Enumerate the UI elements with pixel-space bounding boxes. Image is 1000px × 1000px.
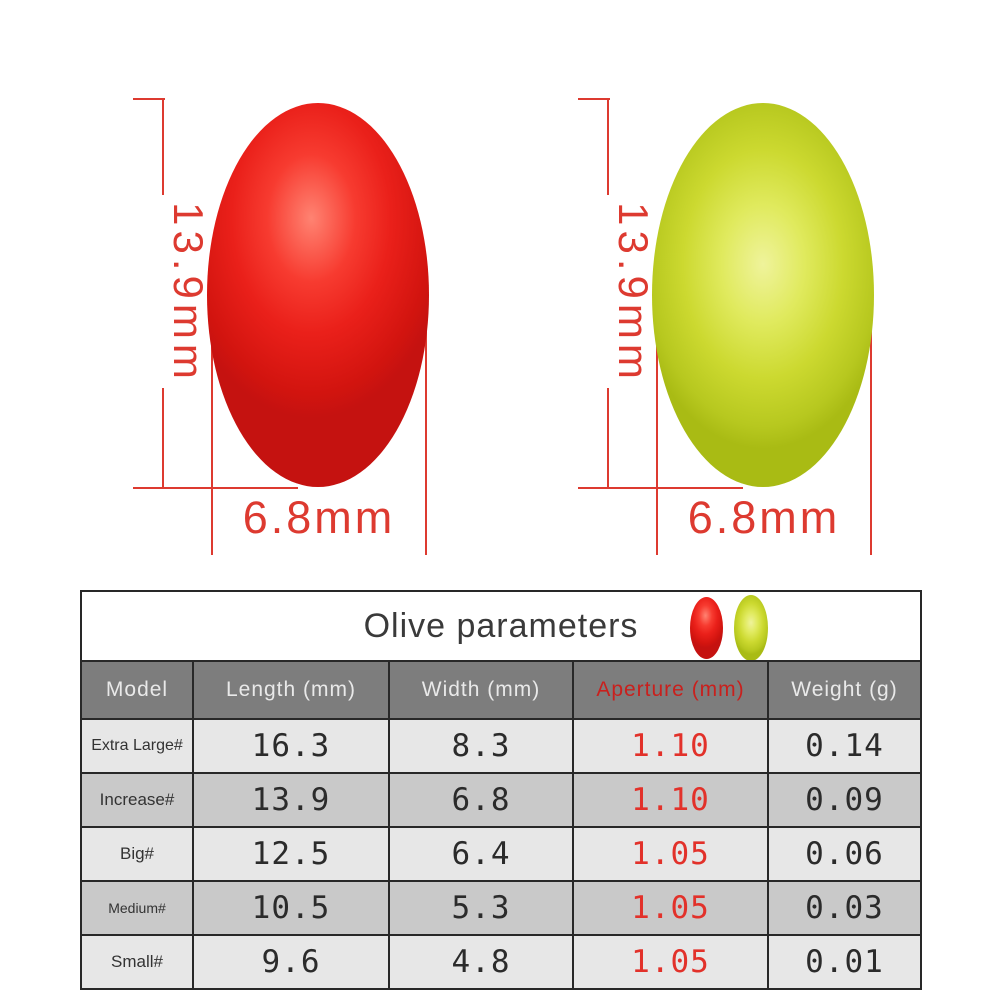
aperture-cell: 1.05 bbox=[572, 826, 769, 882]
model-cell: Big# bbox=[80, 826, 194, 882]
model-cell: Increase# bbox=[80, 772, 194, 828]
aperture-cell: 1.05 bbox=[572, 880, 769, 936]
aperture-cell: 1.10 bbox=[572, 718, 769, 774]
height-dimension-line-lower bbox=[162, 388, 164, 487]
height-dimension-top-tick bbox=[133, 98, 165, 100]
width-extension-line-left bbox=[656, 308, 658, 555]
width-cell: 5.3 bbox=[388, 880, 574, 936]
width-dimension-label: 6.8mm bbox=[242, 492, 396, 543]
width-dimension-label: 6.8mm bbox=[687, 492, 841, 543]
parameters-table: Olive parameters Model Length (mm) Width… bbox=[80, 590, 922, 990]
weight-cell: 0.06 bbox=[767, 826, 922, 882]
weight-cell: 0.03 bbox=[767, 880, 922, 936]
yellow-olive-float bbox=[652, 103, 874, 487]
width-cell: 6.4 bbox=[388, 826, 574, 882]
table-row: Medium# 10.5 5.3 1.05 0.03 bbox=[80, 880, 922, 936]
red-olive-float bbox=[207, 103, 429, 487]
red-bead-figure: 13.9mm 6.8mm bbox=[130, 95, 450, 565]
table-title-cell: Olive parameters bbox=[80, 590, 922, 662]
width-cell: 6.8 bbox=[388, 772, 574, 828]
header-aperture: Aperture (mm) bbox=[572, 660, 769, 720]
weight-cell: 0.01 bbox=[767, 934, 922, 990]
width-extension-line-right bbox=[425, 308, 427, 555]
red-bead-icon bbox=[690, 597, 723, 659]
width-extension-line-left bbox=[211, 308, 213, 555]
weight-cell: 0.09 bbox=[767, 772, 922, 828]
length-cell: 12.5 bbox=[192, 826, 390, 882]
table-title: Olive parameters bbox=[363, 606, 639, 645]
table-title-row: Olive parameters bbox=[80, 590, 922, 662]
weight-cell: 0.14 bbox=[767, 718, 922, 774]
length-cell: 9.6 bbox=[192, 934, 390, 990]
table-row: Small# 9.6 4.8 1.05 0.01 bbox=[80, 934, 922, 990]
aperture-cell: 1.10 bbox=[572, 772, 769, 828]
width-cell: 4.8 bbox=[388, 934, 574, 990]
model-cell: Small# bbox=[80, 934, 194, 990]
table-row: Increase# 13.9 6.8 1.10 0.09 bbox=[80, 772, 922, 828]
model-cell: Medium# bbox=[80, 880, 194, 936]
width-extension-line-right bbox=[870, 308, 872, 555]
yellow-bead-figure: 13.9mm 6.8mm bbox=[575, 95, 895, 565]
height-dimension-line-upper bbox=[607, 98, 609, 195]
height-dimension-bottom-tick bbox=[578, 487, 743, 489]
model-cell: Extra Large# bbox=[80, 718, 194, 774]
aperture-cell: 1.05 bbox=[572, 934, 769, 990]
table-row: Big# 12.5 6.4 1.05 0.06 bbox=[80, 826, 922, 882]
height-dimension-line-upper bbox=[162, 98, 164, 195]
height-dimension-top-tick bbox=[578, 98, 610, 100]
header-weight: Weight (g) bbox=[767, 660, 922, 720]
length-cell: 16.3 bbox=[192, 718, 390, 774]
height-dimension-line-lower bbox=[607, 388, 609, 487]
length-cell: 13.9 bbox=[192, 772, 390, 828]
length-cell: 10.5 bbox=[192, 880, 390, 936]
header-model: Model bbox=[80, 660, 194, 720]
table-row: Extra Large# 16.3 8.3 1.10 0.14 bbox=[80, 718, 922, 774]
yellow-bead-icon bbox=[734, 595, 768, 659]
table-header-row: Model Length (mm) Width (mm) Aperture (m… bbox=[80, 660, 922, 720]
header-length: Length (mm) bbox=[192, 660, 390, 720]
height-dimension-bottom-tick bbox=[133, 487, 298, 489]
width-cell: 8.3 bbox=[388, 718, 574, 774]
header-width: Width (mm) bbox=[388, 660, 574, 720]
